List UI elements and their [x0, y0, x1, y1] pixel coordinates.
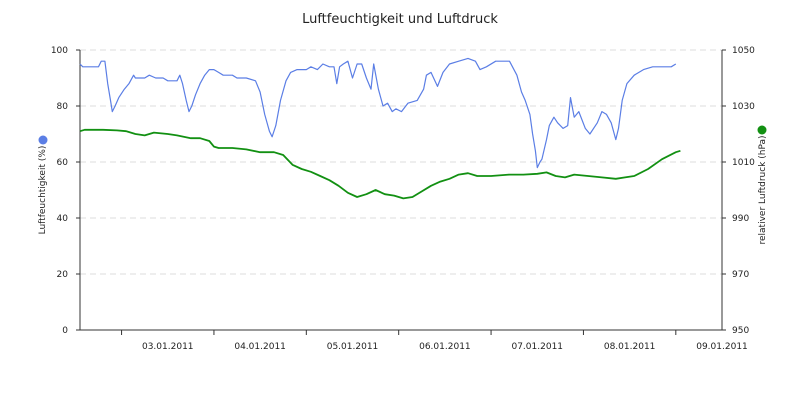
x-tick-label: 09.01.2011 — [696, 342, 748, 352]
y-right-tick-label: 1010 — [732, 158, 755, 168]
chart-title: Luftfeuchtigkeit und Luftdruck — [302, 12, 498, 27]
humidity-legend-dot — [38, 135, 48, 145]
series-lines — [79, 57, 681, 200]
tick-labels: 0 950 20 970 40 990 60 1010 80 1030 100 1050 03.01.2… — [51, 46, 755, 352]
y-left-tick-label: 0 — [62, 326, 68, 336]
pressure-series-line — [79, 128, 681, 200]
pressure-legend-dot — [757, 125, 767, 135]
y-left-tick-label: 60 — [57, 158, 69, 168]
y-left-tick-label: 80 — [57, 102, 69, 112]
x-tick-label: 05.01.2011 — [327, 342, 379, 352]
y-right-tick-label: 970 — [732, 270, 749, 280]
y-left-tick-label: 40 — [57, 214, 69, 224]
y-left-tick-label: 100 — [51, 46, 68, 56]
y-right-tick-label: 1030 — [732, 102, 755, 112]
y-axis-right-label: relativer Luftdruck (hPa) — [758, 135, 768, 244]
y-left-tick-label: 20 — [57, 270, 69, 280]
x-tick-label: 03.01.2011 — [142, 342, 194, 352]
x-tick-label: 08.01.2011 — [604, 342, 656, 352]
humidity-series-line — [79, 57, 677, 169]
y-right-tick-label: 990 — [732, 214, 749, 224]
gridlines — [80, 49, 722, 275]
x-tick-label: 04.01.2011 — [234, 342, 286, 352]
y-right-tick-label: 950 — [732, 326, 749, 336]
x-tick-label: 07.01.2011 — [511, 342, 563, 352]
axes — [76, 49, 726, 335]
legend-markers — [38, 125, 767, 145]
x-tick-label: 06.01.2011 — [419, 342, 471, 352]
y-axis-left-label: Luftfeuchtigkeit (%) — [38, 146, 48, 235]
y-right-tick-label: 1050 — [732, 46, 755, 56]
